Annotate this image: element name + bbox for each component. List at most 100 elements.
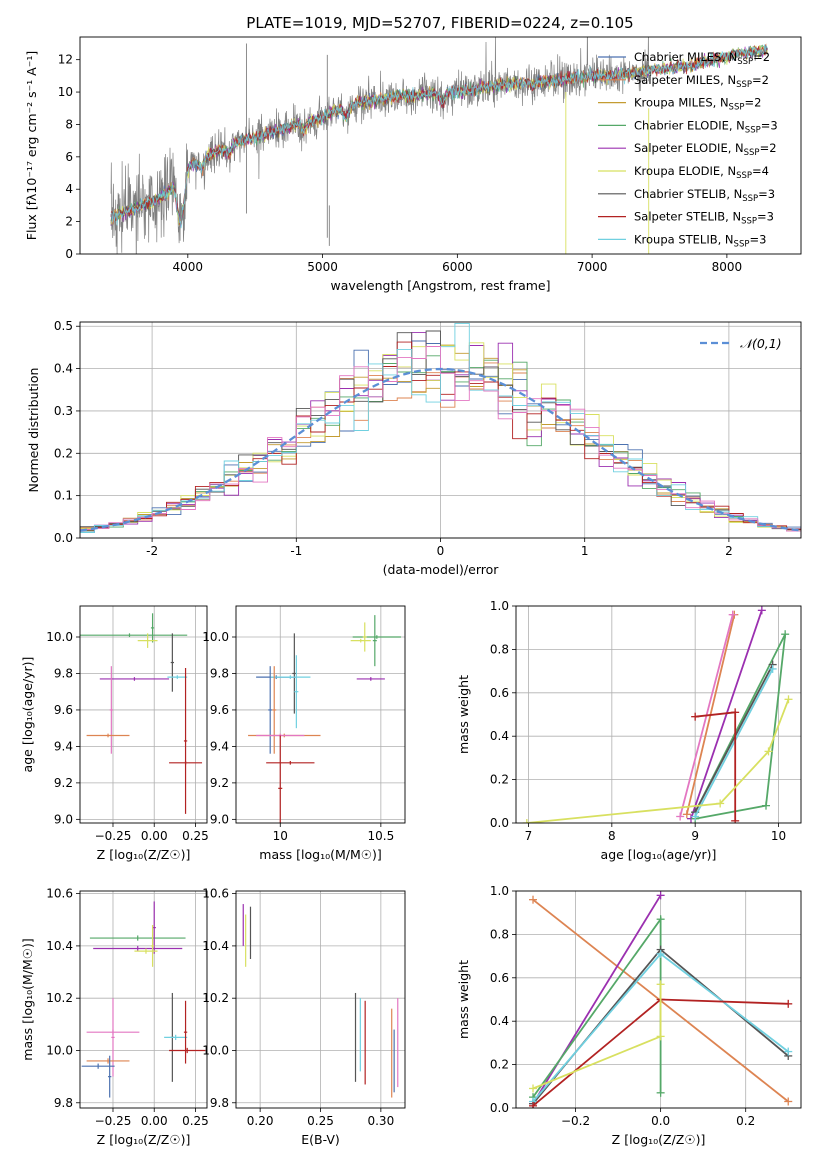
plus-marker [784,1047,793,1056]
y-tick-label: 10.6 [202,887,229,901]
plus-marker [784,999,793,1008]
legend-entry: Salpeter STELIB, NSSP=3 [634,210,774,227]
y-tick-label: 10.2 [46,991,73,1005]
plus-marker [682,810,691,819]
x-tick-label: 0.30 [367,1114,394,1128]
legend-entry-tail: =2 [744,96,761,110]
x-tick-label: −0.2 [561,1114,590,1128]
x-tick-label: 7 [525,829,533,843]
y-tick-label: 9.4 [54,739,73,753]
x-tick-label: 0.00 [141,1114,168,1128]
legend-entry-sub: SSP [744,148,760,158]
legend-entry-name: Chabrier MILES, N [634,50,737,64]
y-tick-label: 2 [65,215,73,229]
panel-3: 10 10.5 9.0 9.2 9.4 9.6 9.8 10.0 mass [log₁₀(M/M… [202,605,406,862]
series-layer [110,37,768,254]
error-bar-point [150,924,155,967]
legend-entry-sub: SSP [736,80,752,90]
plus-marker [764,747,773,756]
plus-marker [768,664,777,673]
x-axis-label: mass [log₁₀(M/M☉)] [259,847,381,862]
error-bar-point [266,761,315,765]
y-tick-label: 0 [65,247,73,261]
x-axis-label: wavelength [Angstrom, rest frame] [330,278,550,293]
y-tick-label: 10.2 [202,991,229,1005]
y-tick-label: 9.0 [54,812,73,826]
error-bar-point [170,633,175,692]
panel-7: −0.2 0.0 0.2 0.0 0.2 0.4 0.6 0.8 1.0 Z [log₁₀(Z/Z… [456,884,802,1147]
legend-entry-sub: SSP [741,217,757,227]
legend-entry: Chabrier STELIB, NSSP=3 [634,187,775,204]
series-layer [80,322,801,538]
plus-marker [731,816,740,823]
x-tick-label: 0.2 [736,1114,755,1128]
y-axis-label: Flux [fλ10⁻¹⁷ erg cm⁻² s⁻¹ A⁻¹] [24,51,39,240]
y-tick-label: 0.0 [54,531,73,545]
error-bar-point [268,666,273,754]
x-tick-label: 0.25 [182,1114,209,1128]
error-bar-point [134,948,158,954]
x-tick-label: −0.25 [95,1114,132,1128]
y-tick-label: 9.8 [54,666,73,680]
legend-entry: Salpeter ELODIE, NSSP=2 [634,141,777,158]
legend-entry-tail: =3 [758,187,775,201]
y-tick-label: 9.0 [210,812,229,826]
y-tick-label: 9.8 [210,1096,229,1110]
plus-marker [656,1088,665,1097]
error-bar-point [278,735,283,823]
error-bar-point [183,1000,188,1064]
axes: 0.20 0.25 0.30 9.8 10.0 10.2 10.4 10.6 E(B-V) [202,887,406,1147]
y-tick-label: 10.0 [202,630,229,644]
plus-marker [762,801,770,810]
legend-entry-name: Salpeter ELODIE, N [634,141,744,155]
error-bar-point [111,998,115,1077]
axes: 10 10.5 9.0 9.2 9.4 9.6 9.8 10.0 mass [log₁₀(M/M… [202,605,406,862]
error-bar-point [294,655,299,729]
mass-weight-line [694,664,774,813]
x-tick-label: 8 [608,829,616,843]
plus-marker [656,891,665,900]
model-spectrum-line [110,44,768,229]
legend-entry-tail: =3 [749,232,766,246]
plot-area [516,606,801,823]
legend-entry-name: Kroupa ELODIE, N [634,164,736,178]
y-tick-label: 10.0 [202,1043,229,1057]
legend-entry-sub: SSP [734,239,750,249]
y-tick-label: 10.6 [46,887,73,901]
y-tick-label: 0.0 [490,1101,509,1115]
error-bar-point [372,615,377,667]
legend-entry: Chabrier MILES, NSSP=2 [634,50,770,67]
y-tick-label: 6 [65,150,73,164]
error-bar-point [137,633,158,648]
axes: −0.25 0.00 0.25 9.0 9.2 9.4 9.6 9.8 10.0 Z [log₁₀… [20,605,209,862]
legend: 𝒩(0,1) [700,336,782,351]
axes-frame [235,890,406,1109]
axes: 7 8 9 10 0.0 0.2 0.4 0.6 0.8 1.0 age [log₁₀(age/yr… [456,599,802,862]
legend-entry: Kroupa MILES, NSSP=2 [634,96,761,113]
legend-entry-tail: =2 [753,50,770,64]
axes-frame [79,890,208,1109]
normal-reference-curve [80,367,801,532]
panel-0: 4000 5000 6000 7000 8000 0 2 4 6 8 10 12 wavelength … [24,36,802,293]
plus-marker [781,630,790,639]
legend-entry-sub: SSP [742,194,758,204]
mass-weight-line [694,668,774,817]
error-bar-point [362,622,367,652]
x-tick-label: 10.5 [367,829,394,843]
legend-entry-name: Kroupa STELIB, N [634,232,734,246]
legend-entry-name: Kroupa MILES, N [634,96,729,110]
axes-frame [515,890,802,1109]
residual-histogram [80,346,801,538]
x-tick-label: 0.00 [141,829,168,843]
y-tick-label: 1.0 [490,884,509,898]
error-bar-point [183,668,188,814]
error-bar-point [292,633,297,714]
legend-entry: Chabrier ELODIE, NSSP=3 [634,118,778,135]
y-axis-label: mass [log₁₀(M/M☉)] [20,938,35,1060]
y-tick-label: 0.3 [54,404,73,418]
error-bar-point [356,677,385,681]
y-tick-label: 0.0 [490,816,509,830]
axes: −0.2 0.0 0.2 0.0 0.2 0.4 0.6 0.8 1.0 Z [log₁₀(Z/Z… [456,884,802,1147]
plus-marker [656,915,665,924]
